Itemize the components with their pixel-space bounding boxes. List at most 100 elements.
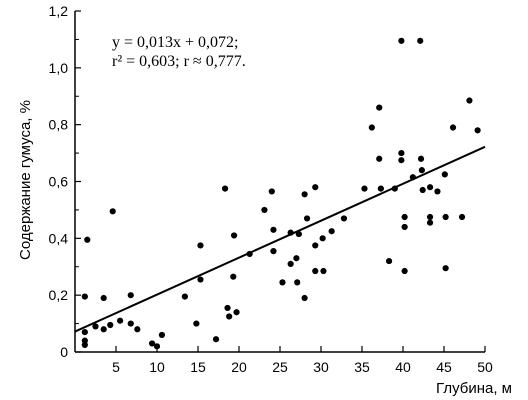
- data-point: [401, 267, 408, 275]
- data-point: [417, 155, 425, 162]
- x-tick-label: 10: [149, 359, 165, 375]
- data-point: [319, 235, 326, 242]
- data-point: [442, 213, 449, 221]
- data-point: [419, 186, 426, 194]
- x-tick-label: 20: [231, 359, 247, 375]
- data-point: [449, 124, 457, 131]
- data-point: [398, 157, 405, 164]
- data-point: [294, 279, 301, 286]
- y-tick-label: 0,6: [49, 174, 69, 190]
- data-point: [320, 267, 327, 275]
- data-point: [261, 206, 268, 214]
- data-point: [301, 191, 308, 198]
- data-point: [458, 213, 466, 221]
- data-point: [398, 149, 405, 157]
- data-point: [107, 321, 114, 329]
- data-points: [81, 37, 481, 350]
- data-point: [409, 174, 416, 181]
- x-tick-label: 35: [354, 359, 370, 375]
- data-point: [270, 226, 277, 233]
- data-point: [398, 37, 405, 44]
- x-tick-label: 40: [395, 359, 411, 375]
- data-point: [426, 219, 434, 226]
- data-point: [268, 188, 275, 195]
- data-point: [181, 293, 188, 300]
- x-tick-label: 30: [313, 359, 329, 375]
- y-tick-label: 0: [60, 344, 68, 360]
- data-point: [279, 279, 286, 286]
- data-point: [303, 215, 311, 222]
- y-tick-label: 1,0: [49, 60, 69, 76]
- y-axis-ticks: 0 0,2 0,4 0,6 0,8 1,0 1,2: [49, 3, 81, 360]
- data-point: [270, 248, 277, 255]
- x-tick-label: 45: [436, 359, 452, 375]
- data-point: [117, 317, 124, 324]
- data-point: [81, 341, 88, 348]
- data-point: [401, 223, 408, 231]
- x-tick-label: 50: [477, 359, 493, 375]
- data-point: [158, 331, 166, 339]
- data-point: [230, 232, 238, 239]
- data-point: [197, 242, 204, 249]
- data-point: [287, 260, 294, 268]
- data-point: [426, 213, 434, 221]
- data-point: [418, 167, 425, 174]
- data-point: [81, 329, 88, 336]
- data-point: [81, 337, 88, 344]
- data-point: [212, 336, 220, 343]
- data-point: [84, 236, 91, 243]
- data-point: [368, 124, 375, 131]
- data-point: [312, 242, 319, 249]
- data-point: [466, 97, 473, 104]
- data-point: [109, 208, 116, 215]
- data-point: [391, 185, 398, 192]
- data-point: [226, 313, 233, 320]
- data-point: [224, 304, 231, 312]
- data-point: [233, 309, 240, 316]
- regression-stats: r² = 0,603; r ≈ 0,777.: [112, 53, 246, 70]
- data-point: [301, 294, 308, 302]
- regression-line: [74, 145, 486, 333]
- data-point: [153, 343, 161, 350]
- data-point: [434, 188, 441, 195]
- data-point: [441, 171, 448, 178]
- data-point: [312, 184, 319, 191]
- data-point: [442, 265, 449, 272]
- data-point: [417, 37, 424, 44]
- data-point: [401, 213, 408, 221]
- data-point: [197, 276, 204, 283]
- data-point: [100, 294, 107, 302]
- y-tick-label: 0,2: [49, 287, 69, 303]
- y-tick-label: 0,8: [49, 117, 69, 133]
- data-point: [361, 185, 368, 192]
- data-point: [92, 323, 99, 330]
- data-point: [127, 320, 134, 327]
- data-point: [385, 257, 393, 265]
- y-axis-label: Содержание гумуса, %: [17, 100, 34, 260]
- data-point: [312, 267, 319, 275]
- data-point: [230, 273, 237, 280]
- data-point: [221, 185, 229, 192]
- y-tick-label: 1,2: [49, 3, 69, 19]
- x-axis-ticks: 5 10 15 20 25 30 35 40 45 50: [112, 346, 493, 375]
- data-point: [100, 326, 107, 333]
- data-point: [287, 229, 294, 236]
- data-point: [134, 326, 141, 333]
- data-point: [376, 155, 383, 162]
- data-point: [127, 292, 134, 299]
- data-point: [193, 320, 200, 327]
- x-axis-label: Глубина, м: [436, 380, 512, 397]
- data-point: [293, 255, 300, 262]
- data-point: [148, 340, 156, 347]
- data-point: [474, 127, 481, 134]
- regression-equation: y = 0,013x + 0,072;: [112, 34, 239, 51]
- data-point: [246, 250, 253, 258]
- data-point: [340, 215, 348, 222]
- y-tick-label: 0,4: [49, 230, 69, 246]
- data-point: [426, 184, 434, 191]
- x-tick-label: 15: [190, 359, 206, 375]
- data-point: [295, 230, 302, 238]
- data-point: [328, 228, 335, 235]
- x-tick-label: 25: [272, 359, 288, 375]
